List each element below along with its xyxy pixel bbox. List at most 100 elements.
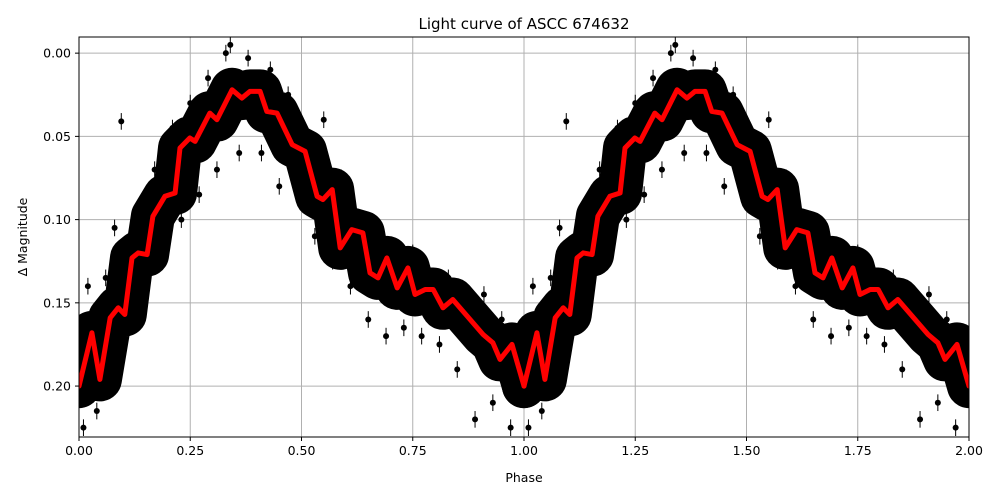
data-point xyxy=(863,333,870,340)
data-point xyxy=(480,291,487,298)
x-tick-label: 1.25 xyxy=(621,443,649,458)
data-point xyxy=(294,174,301,181)
data-point xyxy=(801,216,808,223)
data-point xyxy=(258,150,265,157)
data-point xyxy=(943,316,950,323)
data-point xyxy=(463,291,470,298)
data-point xyxy=(320,116,327,123)
data-point xyxy=(427,274,434,281)
data-point xyxy=(712,66,719,73)
x-tick-label: 1.50 xyxy=(733,443,761,458)
data-point xyxy=(329,258,336,265)
data-point xyxy=(614,125,621,132)
data-point xyxy=(311,233,318,240)
data-point xyxy=(489,399,496,406)
x-tick-label: 0.75 xyxy=(399,443,427,458)
data-point xyxy=(538,408,545,415)
data-point xyxy=(400,324,407,331)
x-tick-label: 1.00 xyxy=(510,443,538,458)
data-point xyxy=(596,166,603,173)
data-point xyxy=(498,316,505,323)
model-curve xyxy=(79,87,969,389)
data-point xyxy=(854,249,861,256)
data-point xyxy=(374,241,381,248)
data-point xyxy=(872,274,879,281)
data-point xyxy=(934,399,941,406)
data-point xyxy=(356,216,363,223)
data-point xyxy=(756,233,763,240)
x-tick-label: 2.00 xyxy=(955,443,983,458)
data-point xyxy=(641,191,648,198)
data-point xyxy=(556,224,563,231)
data-point xyxy=(93,408,100,415)
data-point xyxy=(925,291,932,298)
data-point xyxy=(205,75,212,82)
y-axis-ticks: 0.00 0.05 0.10 0.15 0.20 xyxy=(43,46,79,394)
data-point xyxy=(792,283,799,290)
data-point xyxy=(899,366,906,373)
x-axis-label: Phase xyxy=(505,470,543,485)
data-point xyxy=(178,216,185,223)
data-point xyxy=(227,41,234,48)
data-point xyxy=(908,291,915,298)
data-point xyxy=(828,333,835,340)
data-point xyxy=(142,291,149,298)
data-point xyxy=(160,241,167,248)
model-line xyxy=(79,87,527,389)
data-point xyxy=(881,341,888,348)
data-point xyxy=(952,424,959,431)
data-point xyxy=(739,174,746,181)
data-point xyxy=(650,75,657,82)
y-axis-label: Δ Magnitude xyxy=(15,197,30,276)
data-points xyxy=(80,37,968,437)
data-point xyxy=(690,55,697,62)
data-point xyxy=(347,283,354,290)
data-point xyxy=(703,150,710,157)
data-point xyxy=(187,100,194,107)
data-point xyxy=(454,366,461,373)
data-point xyxy=(245,55,252,62)
data-point xyxy=(672,41,679,48)
y-tick-label: 0.00 xyxy=(43,46,71,61)
data-point xyxy=(563,118,570,125)
model-line xyxy=(521,87,969,389)
data-point xyxy=(276,183,283,190)
y-tick-label: 0.05 xyxy=(43,129,71,144)
x-tick-label: 0.50 xyxy=(288,443,316,458)
data-point xyxy=(516,333,523,340)
data-point xyxy=(365,316,372,323)
data-point xyxy=(445,274,452,281)
y-tick-label: 0.10 xyxy=(43,212,71,227)
data-point xyxy=(917,416,924,423)
chart-title: Light curve of ASCC 674632 xyxy=(419,15,630,33)
data-point xyxy=(222,50,229,57)
data-point xyxy=(80,424,87,431)
data-point xyxy=(783,174,790,181)
data-point xyxy=(578,208,585,215)
data-point xyxy=(111,224,118,231)
data-point xyxy=(151,166,158,173)
data-point xyxy=(436,341,443,348)
data-point xyxy=(961,333,968,340)
data-point xyxy=(587,291,594,298)
data-point xyxy=(774,258,781,265)
data-point xyxy=(169,125,176,132)
data-point xyxy=(667,50,674,57)
x-tick-label: 1.75 xyxy=(844,443,872,458)
data-point xyxy=(338,174,345,181)
data-point xyxy=(529,283,536,290)
data-point xyxy=(845,324,852,331)
data-point xyxy=(285,91,292,98)
y-tick-label: 0.20 xyxy=(43,379,71,394)
data-point xyxy=(418,333,425,340)
data-point xyxy=(383,333,390,340)
data-point xyxy=(547,274,554,281)
x-tick-label: 0.00 xyxy=(65,443,93,458)
data-point xyxy=(632,100,639,107)
data-point xyxy=(890,274,897,281)
data-point xyxy=(681,150,688,157)
y-tick-label: 0.15 xyxy=(43,295,71,310)
data-point xyxy=(267,66,274,73)
data-point xyxy=(133,208,140,215)
data-point xyxy=(409,249,416,256)
